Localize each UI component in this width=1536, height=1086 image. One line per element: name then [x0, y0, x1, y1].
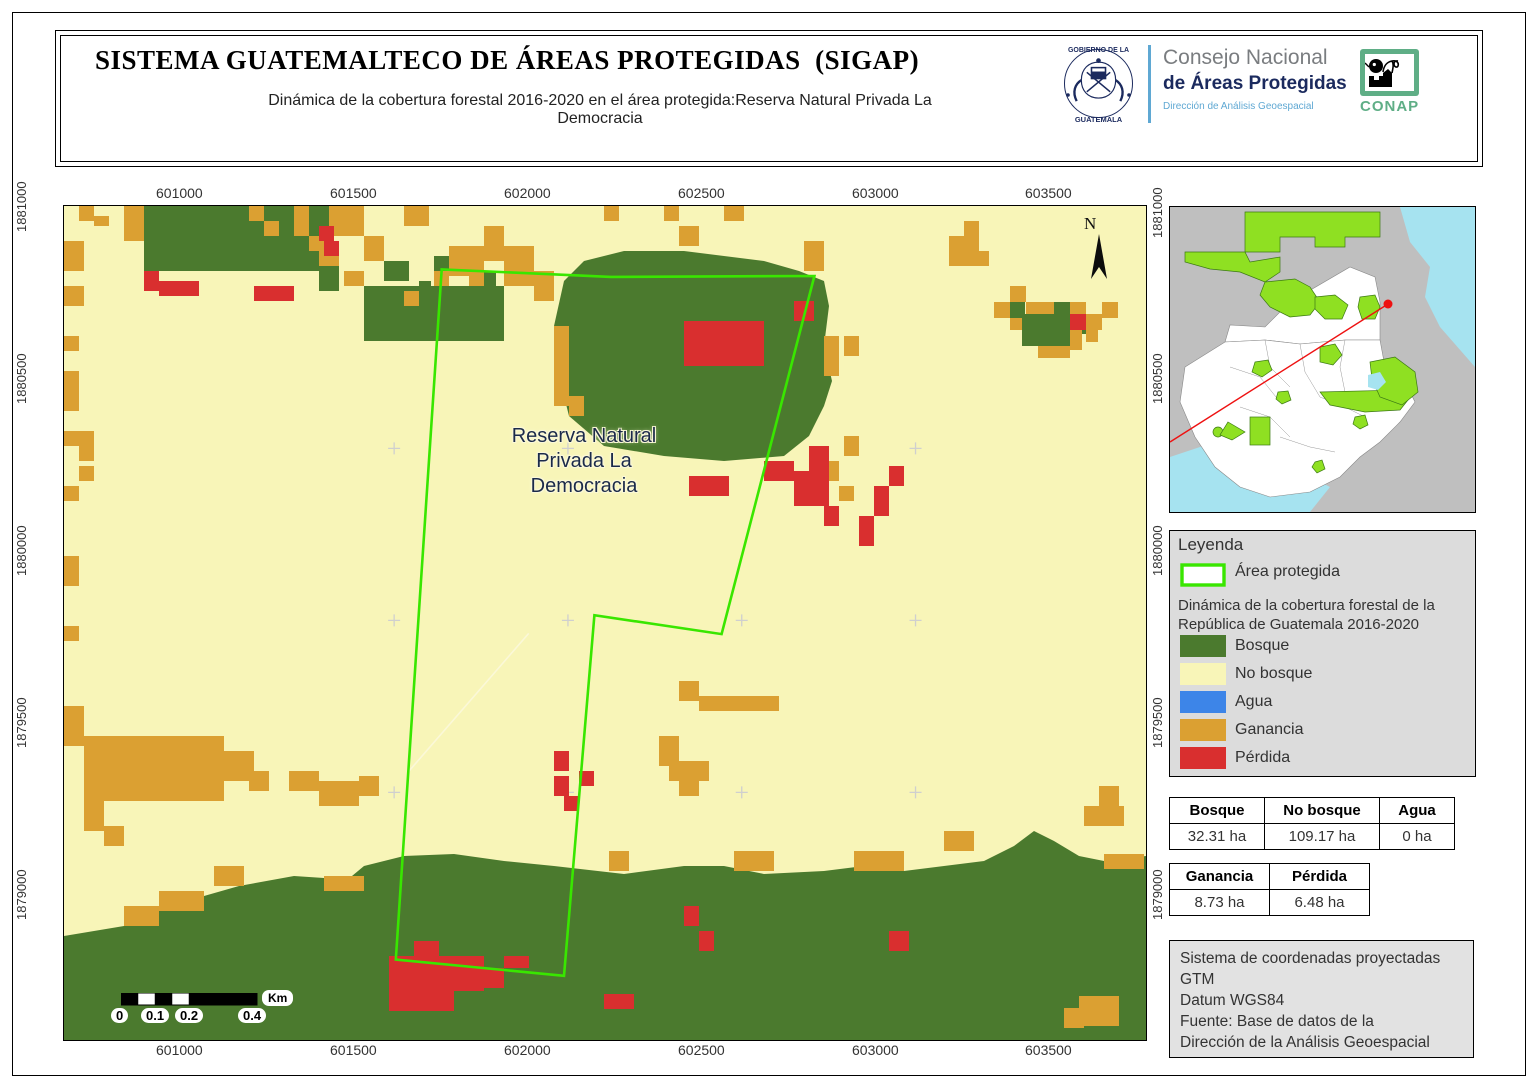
svg-text:GOBIERNO DE LA: GOBIERNO DE LA [1068, 47, 1129, 54]
svg-text:GUATEMALA: GUATEMALA [1075, 115, 1123, 124]
